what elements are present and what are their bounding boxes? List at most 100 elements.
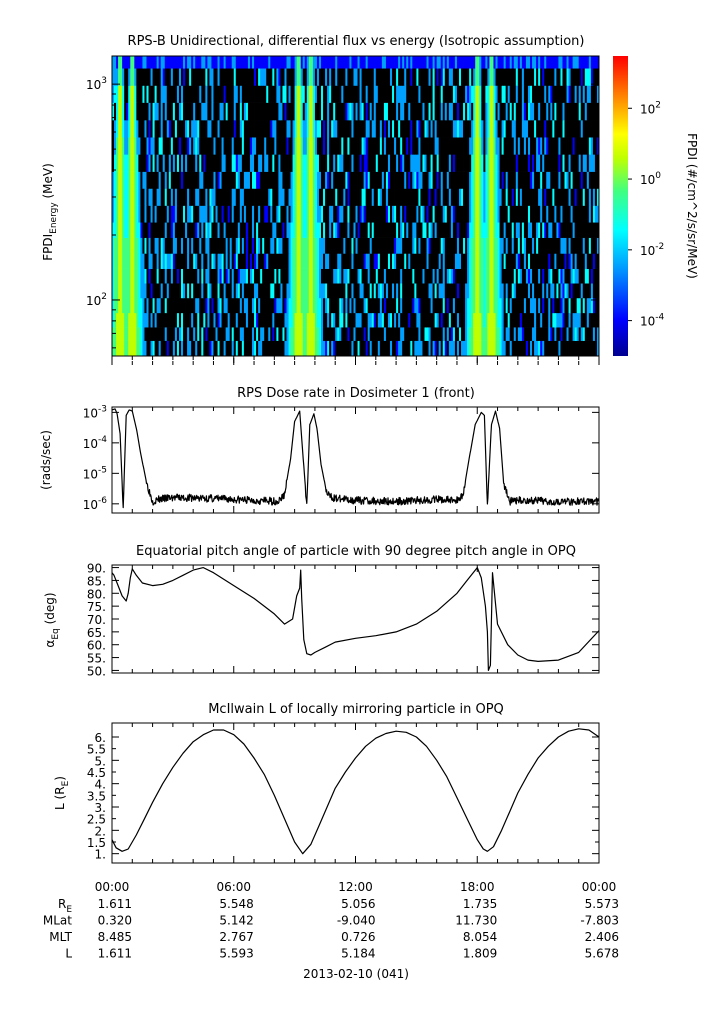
spectrogram-cell	[241, 297, 245, 314]
spectrogram-cell	[511, 154, 515, 172]
spectrogram-cell	[426, 297, 429, 314]
spectrogram-cell	[201, 253, 204, 269]
spectrogram-cell	[592, 120, 596, 138]
spectrogram-cell	[349, 56, 352, 69]
spectrogram-cell	[471, 85, 474, 103]
spectrogram-cell	[272, 188, 275, 206]
spectrogram-cell	[160, 327, 164, 341]
spectrogram-cell	[262, 102, 265, 121]
spectrogram-cell	[142, 312, 145, 328]
spectrogram-cell	[582, 327, 586, 341]
spectrogram-cell	[357, 237, 360, 254]
spectrogram-cell	[396, 68, 399, 86]
spectrogram-cell	[335, 120, 338, 138]
spectrogram-cell	[264, 171, 267, 189]
spectrogram-cell	[377, 137, 381, 155]
spectrogram-cell	[511, 188, 515, 206]
spectrogram-cell	[215, 68, 218, 86]
spectrogram-cell	[219, 327, 222, 341]
spectrogram-cell	[590, 56, 594, 69]
spectrogram-cell	[266, 312, 269, 328]
spectrogram-cell	[278, 297, 281, 314]
spectrogram-cell	[361, 205, 365, 223]
spectrogram-cell	[345, 205, 348, 223]
spectrogram-cell	[371, 283, 375, 299]
spectrogram-cell	[371, 327, 375, 341]
spectrogram-cell	[477, 102, 480, 121]
spectrogram-cell	[570, 237, 574, 254]
spectrogram-cell	[178, 312, 182, 328]
spectrogram-cell	[241, 253, 245, 269]
spectrogram-cell	[183, 222, 186, 238]
spectrogram-cell	[254, 327, 257, 341]
spectrogram-cell	[207, 154, 210, 172]
spectrogram-cell	[562, 222, 565, 238]
spectrogram-cell	[272, 171, 275, 189]
spectrogram-cell	[213, 154, 216, 172]
spectrogram-cell	[501, 297, 505, 314]
spectrogram-cell	[249, 137, 253, 155]
spectrogram-cell	[166, 222, 170, 238]
spectrogram-cell	[463, 283, 466, 299]
spectrogram-cell	[318, 283, 322, 299]
spectrogram-cell	[124, 340, 127, 357]
spectrogram-cell	[172, 188, 176, 206]
spectrogram-cell	[495, 85, 498, 103]
spectrogram-cell	[229, 283, 233, 299]
spectrogram-cell	[454, 312, 458, 328]
spectrogram-cell	[294, 340, 298, 357]
spectrogram-cell	[475, 85, 478, 103]
spectrogram-cell	[168, 312, 172, 328]
colorbar-tick-label: 10-4	[640, 313, 665, 329]
spectrogram-cell	[392, 102, 395, 121]
spectrogram-cell	[503, 188, 507, 206]
spectrogram-cell	[458, 312, 462, 328]
spectrogram-cell	[286, 154, 289, 172]
spectrogram-cell	[499, 171, 502, 189]
spectrogram-cell	[538, 102, 541, 121]
spectrogram-cell	[515, 205, 519, 223]
spectrogram-cell	[140, 102, 143, 121]
spectrogram-cell	[225, 237, 229, 254]
spectrogram-cell	[540, 237, 543, 254]
spectrogram-cell	[438, 327, 442, 341]
spectrogram-cell	[592, 312, 596, 328]
spectrogram-cell	[118, 327, 121, 341]
spectrogram-cell	[249, 56, 253, 69]
spectrogram-cell	[489, 188, 492, 206]
spectrogram-cell	[469, 205, 472, 223]
spectrogram-cell	[416, 297, 419, 314]
spectrogram-cell	[548, 205, 551, 223]
spectrogram-cell	[302, 120, 306, 138]
spectrogram-cell	[412, 137, 415, 155]
spectrogram-cell	[193, 297, 196, 314]
spectrogram-cell	[530, 120, 533, 138]
spectrogram-cell	[217, 56, 220, 69]
spectrogram-cell	[452, 340, 456, 357]
spectrogram-cell	[501, 237, 505, 254]
spectrogram-cell	[185, 283, 188, 299]
spectrogram-cell	[463, 102, 466, 121]
spectrogram-cell	[231, 205, 235, 223]
spectrogram-cell	[148, 68, 151, 86]
spectrogram-cell	[280, 268, 283, 284]
spectrogram-cell	[268, 222, 271, 238]
spectrogram-cell	[404, 268, 407, 284]
spectrogram-cell	[377, 120, 381, 138]
spectrogram-cell	[138, 222, 141, 238]
spectrogram-cell	[538, 137, 541, 155]
spectrogram-cell	[128, 312, 131, 328]
spectrogram-cell	[140, 297, 143, 314]
spectrogram-cell	[596, 120, 600, 138]
spectrogram-cell	[316, 56, 320, 69]
spectrogram-cell	[278, 327, 281, 341]
spectrogram-cell	[290, 102, 293, 121]
spectrogram-cell	[489, 237, 492, 254]
spectrogram-cell	[458, 171, 462, 189]
spectrogram-cell	[367, 188, 371, 206]
spectrogram-cell	[337, 171, 340, 189]
spectrogram-cell	[142, 188, 145, 206]
spectrogram-cell	[389, 56, 393, 69]
spectrogram-cell	[258, 68, 261, 86]
spectrogram-cell	[146, 120, 149, 138]
